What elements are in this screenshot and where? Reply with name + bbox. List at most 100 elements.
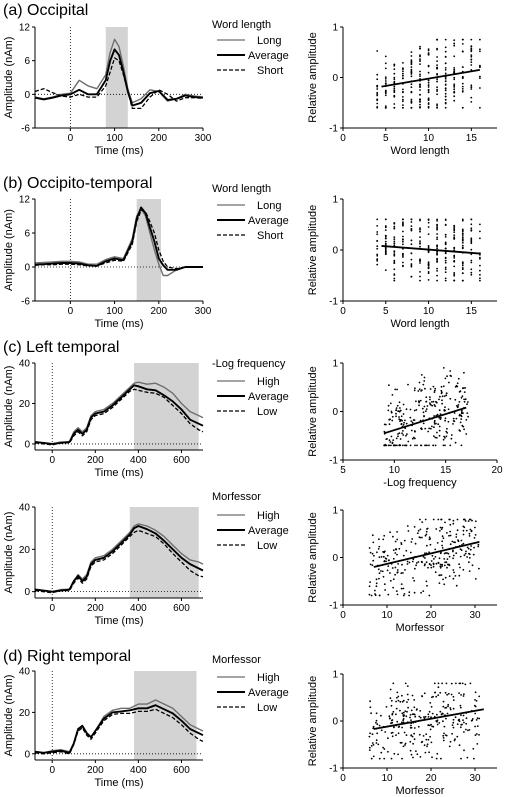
data-point [419,98,421,100]
x-tick-label: 400 [130,455,147,466]
data-point [422,383,425,386]
data-point [407,706,409,709]
data-point [444,279,447,282]
data-point [391,441,394,444]
data-point [384,76,387,78]
data-point [384,229,387,232]
data-point [445,394,448,397]
data-point [436,247,438,250]
data-point [444,247,447,250]
data-point [446,712,449,715]
data-point [436,279,438,282]
data-point [428,551,430,554]
data-point [383,444,386,447]
data-point [464,387,466,389]
data-point [451,732,453,735]
data-point [479,264,481,267]
data-point [459,726,462,729]
data-point [377,548,380,550]
data-point [441,526,444,529]
data-point [461,236,464,239]
data-point [470,69,473,71]
data-point [444,77,447,80]
data-point [420,389,423,392]
data-point [427,71,430,74]
data-point [453,254,456,257]
x-tick-label: 20 [425,610,437,621]
data-point [383,550,386,553]
data-point [406,693,409,696]
y-tick-label: 40 [19,667,31,678]
x-tick-label: 0 [340,133,346,144]
x-tick-label: 5 [383,306,389,317]
data-point [436,226,438,229]
data-point [423,692,426,695]
data-point [444,223,447,226]
data-point [470,84,473,87]
data-point [380,751,383,754]
data-point [438,429,441,432]
data-point [402,572,404,574]
data-point [446,532,448,534]
data-point [410,75,413,78]
data-point [415,409,418,411]
x-tick-label: 10 [381,610,393,621]
data-point [465,550,467,553]
data-point [436,228,438,231]
data-point [443,564,446,567]
data-point [384,237,387,240]
data-point [463,554,466,557]
x-tick-label: 15 [466,306,478,317]
data-point [402,230,404,233]
data-point [453,86,456,88]
data-point [384,589,386,591]
data-point [479,106,481,109]
data-point [452,726,455,729]
data-point [402,62,404,64]
x-axis-label: Time (ms) [94,145,143,157]
data-point [458,563,460,566]
data-point [427,279,430,281]
data-point [405,715,408,718]
x-tick-label: 15 [440,465,452,476]
data-point [402,715,405,718]
data-point [456,529,459,532]
data-point [402,235,404,238]
data-point [419,106,421,109]
data-point [438,416,441,419]
data-point [462,412,464,414]
data-point [470,86,473,88]
data-point [409,716,411,719]
data-point [462,714,465,717]
data-point [466,412,469,414]
data-point [461,267,464,269]
data-point [410,62,413,64]
data-point [424,518,427,521]
data-point [393,250,396,253]
data-point [419,63,421,65]
series-line-average [34,384,204,445]
data-point [449,397,452,400]
data-point [461,106,464,109]
data-point [396,538,399,541]
data-point [422,735,425,737]
data-point [419,100,421,102]
data-point [449,534,452,537]
data-point [421,695,424,698]
data-point [383,423,386,426]
data-point [403,421,405,424]
y-tick-label: 0 [332,73,338,84]
data-point [449,370,452,372]
x-tick-label: 20 [425,773,437,784]
data-point [444,236,447,238]
data-point [446,427,448,430]
data-point [439,691,442,694]
data-point [450,437,453,440]
data-point [399,407,401,409]
data-point [437,682,440,685]
data-point [444,691,447,694]
data-point [419,279,421,282]
data-point [395,548,397,550]
data-point [376,50,379,52]
data-point [388,715,391,718]
